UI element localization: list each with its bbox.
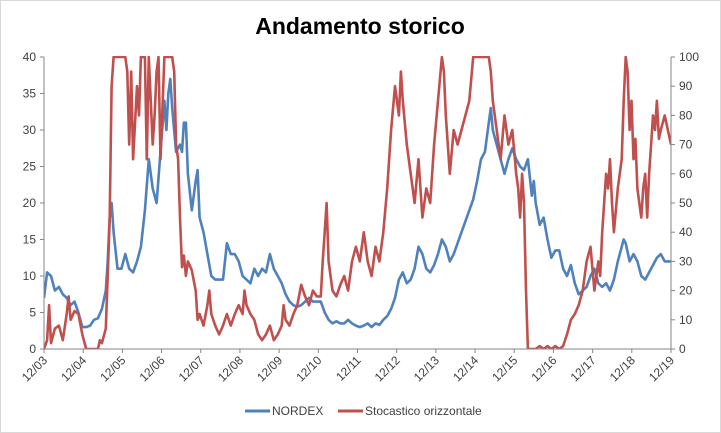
left-tick-label: 35 [23,87,37,101]
right-tick-label: 80 [679,108,693,122]
right-y-axis: 0 10 20 30 40 50 60 70 80 90 100 [670,50,699,356]
x-tick-label: 12/17 [568,353,599,384]
right-tick-label: 30 [679,254,693,268]
legend-label-nordex: NORDEX [272,404,323,418]
right-tick-label: 90 [679,79,693,93]
x-tick-label: 12/09 [254,353,285,384]
plot-area [44,56,671,349]
x-tick-label: 12/16 [528,353,559,384]
x-tick-label: 12/15 [489,353,520,384]
x-tick-label: 12/11 [333,353,364,384]
left-tick-label: 40 [23,50,37,64]
right-tick-label: 100 [679,50,699,64]
left-tick-label: 0 [29,342,36,356]
x-tick-label: 12/12 [372,353,403,384]
legend: NORDEX Stocastico orizzontale [245,404,482,418]
left-tick-label: 5 [29,306,36,320]
left-tick-label: 10 [23,269,37,283]
left-tick-label: 15 [23,233,37,247]
right-tick-label: 10 [679,313,693,327]
series-line-nordex [44,77,671,329]
right-tick-label: 50 [679,196,693,210]
left-tick-label: 30 [23,123,37,137]
series-line-stocastico [44,56,671,349]
right-tick-label: 70 [679,138,693,152]
x-tick-label: 12/07 [176,353,207,384]
x-tick-label: 12/08 [215,353,246,384]
right-tick-label: 60 [679,167,693,181]
x-tick-label: 12/03 [19,353,50,384]
x-tick-label: 12/18 [607,353,638,384]
left-tick-label: 20 [23,196,37,210]
x-tick-label: 12/19 [646,353,677,384]
chart-title: Andamento storico [255,13,465,39]
right-tick-label: 20 [679,284,693,298]
x-tick-label: 12/13 [411,353,442,384]
x-tick-label: 12/04 [58,353,89,384]
x-axis: 12/03 12/04 12/05 12/06 12/07 12/08 12/09 12/10… [19,348,677,384]
x-tick-label: 12/06 [137,353,168,384]
left-tick-label: 25 [23,160,37,174]
x-tick-label: 12/14 [450,353,481,384]
left-y-axis: 0 5 10 15 20 25 30 35 40 [23,50,45,356]
right-tick-label: 0 [679,342,686,356]
x-tick-label: 12/10 [293,353,324,384]
right-tick-label: 40 [679,225,693,239]
x-tick-label: 12/05 [97,353,128,384]
legend-label-stocastico: Stocastico orizzontale [365,404,482,418]
